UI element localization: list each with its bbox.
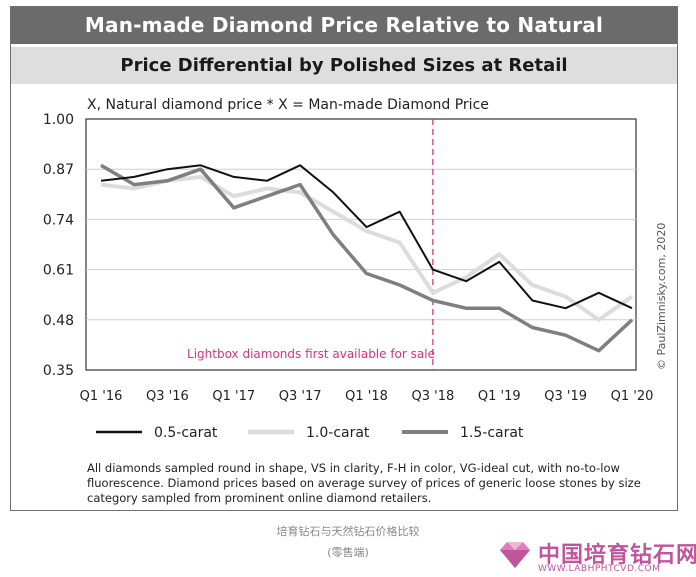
formula-note: X, Natural diamond price * X = Man-made … (87, 97, 489, 113)
x-tick-label: Q1 '17 (212, 389, 255, 404)
logo-url: WWW.LABHPHTCVD.COM (538, 564, 661, 574)
series-line-0.5-carat (100, 164, 633, 310)
series-line-1.5-carat (100, 163, 634, 353)
y-tick-label: 0.48 (43, 313, 74, 329)
chart-card: Man-made Diamond Price Relative to Natur… (10, 6, 678, 511)
legend-label: 1.0-carat (306, 425, 370, 441)
lightbox-annotation: Lightbox diamonds first available for sa… (187, 347, 435, 361)
y-tick-label: 0.61 (43, 263, 74, 279)
x-tick-label: Q3 '16 (146, 389, 189, 404)
y-axis-ticks: 1.00 0.87 0.74 0.61 0.48 0.35 (43, 112, 74, 379)
y-tick-label: 1.00 (43, 112, 74, 128)
y-tick-label: 0.74 (43, 212, 74, 228)
x-tick-label: Q1 '20 (611, 389, 654, 404)
y-tick-label: 0.35 (43, 363, 74, 379)
x-axis-ticks: Q1 '16 Q3 '16 Q1 '17 Q3 '17 Q1 '18 Q3 '18 Q1 '… (80, 389, 654, 404)
x-tick-label: Q3 '17 (279, 389, 322, 404)
line-chart: 1.000.870.740.610.480.35 Q1 '16 Q3 '16 Q1 … (43, 112, 668, 441)
plot-frame (85, 118, 637, 371)
credit-text: © PaulZimnisky.com, 2020 (655, 223, 668, 370)
caption-title: 培育钻石与天然钻石价格比较 (276, 525, 420, 538)
gridlines (86, 168, 636, 321)
x-tick-label: Q3 '19 (544, 389, 587, 404)
diamond-icon (500, 542, 530, 568)
series-lines (100, 163, 634, 353)
x-tick-label: Q1 '16 (80, 389, 123, 404)
y-tick-label: 0.87 (43, 162, 74, 178)
logo-name: 中国培育钻石网 (538, 543, 696, 568)
legend: 0.5-carat 1.0-carat 1.5-carat (96, 425, 524, 441)
x-tick-label: Q1 '19 (478, 389, 521, 404)
site-logo[interactable]: 中国培育钻石网 WWW.LABHPHTCVD.COM (498, 537, 696, 577)
chart-title: Man-made Diamond Price Relative to Natur… (11, 7, 677, 44)
legend-label: 1.5-carat (460, 425, 524, 441)
x-tick-label: Q1 '18 (345, 389, 388, 404)
footnote: All diamonds sampled round in shape, VS … (87, 461, 641, 505)
caption-subtitle: (零售端) (327, 546, 369, 559)
legend-label: 0.5-carat (154, 425, 218, 441)
x-tick-label: Q3 '18 (411, 389, 454, 404)
series-line-1.0-carat (100, 174, 634, 322)
chart-subtitle: Price Differential by Polished Sizes at … (11, 47, 677, 84)
